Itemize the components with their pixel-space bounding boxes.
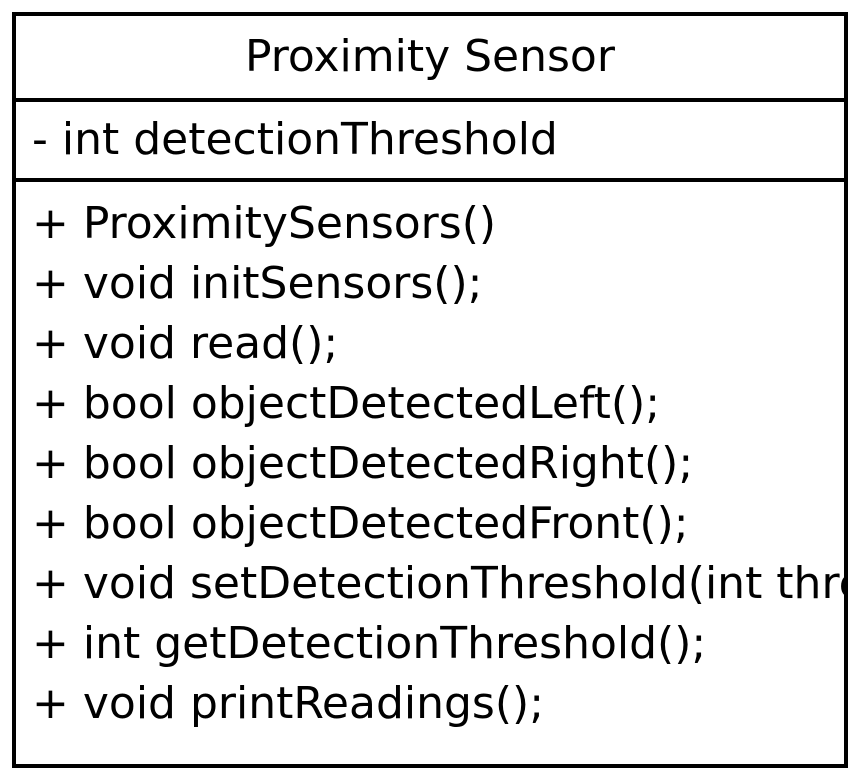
method-proximity-sensors: + ProximitySensors() bbox=[32, 198, 497, 249]
method-object-detected-front: + bool objectDetectedFront(); bbox=[32, 498, 689, 549]
uml-class-box: Proximity Sensor - int detectionThreshol… bbox=[12, 12, 848, 768]
class-name-section: Proximity Sensor bbox=[16, 16, 844, 102]
class-title: Proximity Sensor bbox=[245, 31, 615, 82]
method-read: + void read(); bbox=[32, 318, 339, 369]
method-object-detected-right: + bool objectDetectedRight(); bbox=[32, 438, 694, 489]
method-print-readings: + void printReadings(); bbox=[32, 678, 545, 729]
method-object-detected-left: + bool objectDetectedLeft(); bbox=[32, 378, 661, 429]
methods-section: + ProximitySensors() + void initSensors(… bbox=[16, 182, 844, 764]
attributes-section: - int detectionThreshold bbox=[16, 102, 844, 182]
method-init-sensors: + void initSensors(); bbox=[32, 258, 483, 309]
method-set-detection-threshold: + void setDetectionThreshold(int thre bbox=[32, 558, 848, 609]
method-get-detection-threshold: + int getDetectionThreshold(); bbox=[32, 618, 707, 669]
attribute-detection-threshold: - int detectionThreshold bbox=[32, 114, 558, 165]
